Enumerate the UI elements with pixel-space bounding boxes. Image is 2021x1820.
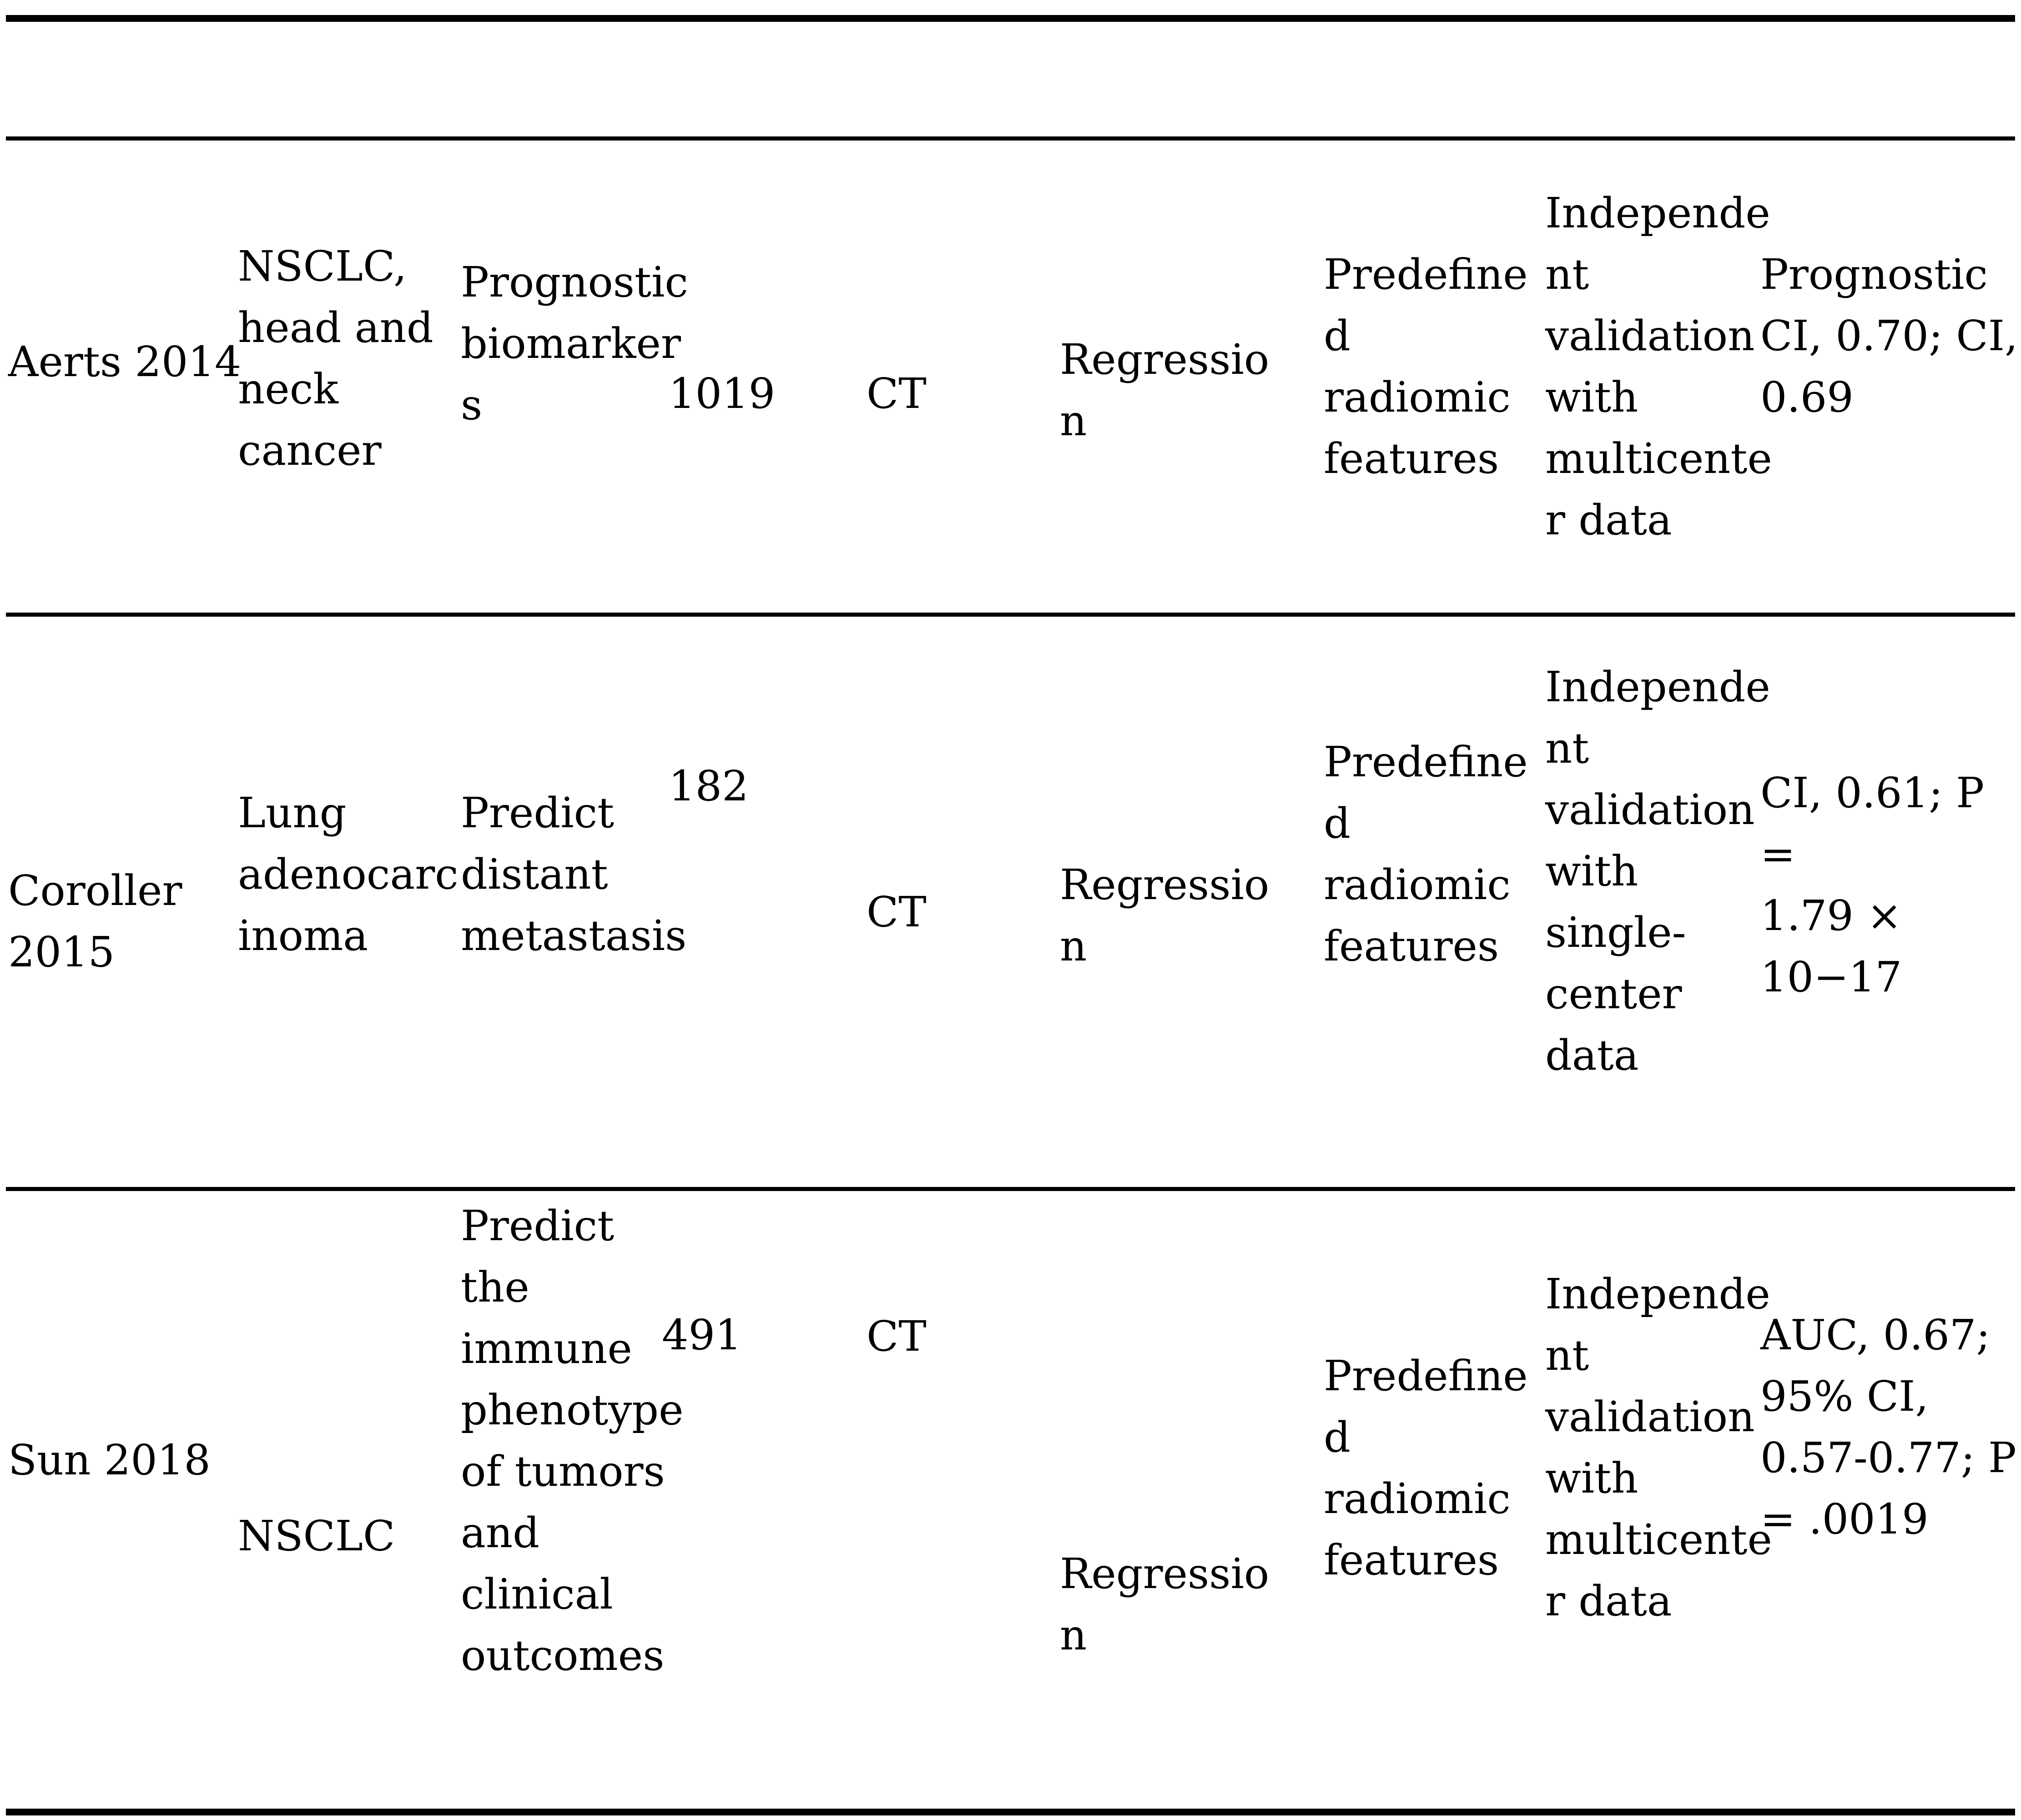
cell-study: Aerts 2014 — [8, 337, 242, 386]
cell-features: Predefine d radiomic features — [1324, 250, 1528, 483]
cell-study: Sun 2018 — [8, 1436, 211, 1484]
table-row-separator-2 — [6, 1187, 2015, 1191]
cell-method: Regressio n — [1060, 335, 1270, 445]
cell-imaging-modality: CT — [867, 888, 927, 936]
table-top-border — [6, 15, 2015, 22]
cell-cancer-type: NSCLC, head and neck cancer — [238, 242, 433, 475]
cell-validation: Independe nt validation with single- cen… — [1545, 663, 1770, 1080]
cell-study: Coroller 2015 — [8, 866, 182, 976]
cell-sample-size: 1019 — [669, 369, 776, 418]
cell-features: Predefine d radiomic features — [1324, 1352, 1528, 1584]
cell-sample-size: 491 — [662, 1311, 742, 1359]
cell-performance: Prognostic CI, 0.70; CI, 0.69 — [1760, 250, 2018, 422]
table-bottom-border — [6, 1809, 2015, 1815]
cell-cancer-type: Lung adenocarc inoma — [238, 789, 459, 960]
cell-goal: Prognostic biomarker s — [461, 258, 688, 429]
cell-goal: Predict the immune phenotype of tumors a… — [461, 1202, 684, 1680]
cell-imaging-modality: CT — [867, 1312, 927, 1361]
cell-performance: AUC, 0.67; 95% CI, 0.57-0.77; P = .0019 — [1760, 1311, 2016, 1543]
cell-validation: Independe nt validation with multicente … — [1545, 1270, 1772, 1625]
table-header-rule — [6, 136, 2015, 141]
cell-validation: Independe nt validation with multicente … — [1545, 189, 1772, 544]
cell-cancer-type: NSCLC — [238, 1512, 395, 1560]
cell-performance: CI, 0.61; P = 1.79 × 10−17 — [1760, 769, 1985, 1001]
cell-method: Regressio n — [1060, 1549, 1270, 1659]
cell-features: Predefine d radiomic features — [1324, 738, 1528, 970]
table-row-separator-1 — [6, 613, 2015, 617]
cell-imaging-modality: CT — [867, 369, 927, 418]
cell-sample-size: 182 — [669, 762, 749, 810]
cell-method: Regressio n — [1060, 860, 1270, 970]
cell-goal: Predict distant metastasis — [461, 789, 687, 960]
